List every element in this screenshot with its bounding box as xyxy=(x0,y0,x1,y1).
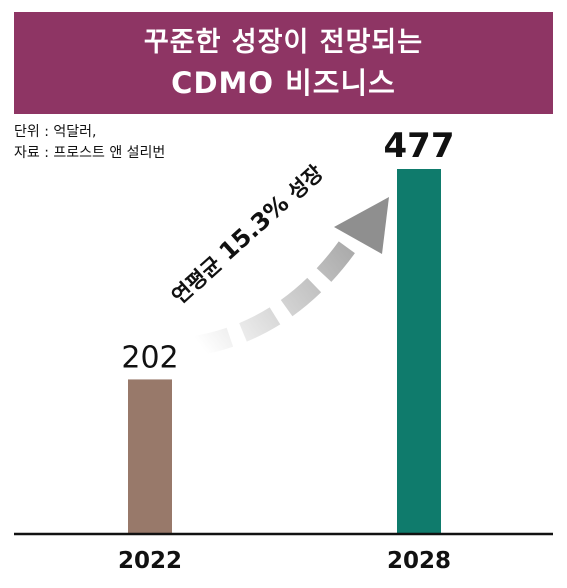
annotation-prefix: 연평균 xyxy=(167,247,232,309)
bar-2028 xyxy=(397,169,441,534)
x-tick-label-2022: 2022 xyxy=(118,548,182,574)
value-label-2022: 202 xyxy=(121,340,178,375)
title-banner: 꾸준한 성장이 전망되는 CDMO 비즈니스 xyxy=(14,12,553,114)
unit-note: 단위 : 억달러, xyxy=(14,124,97,140)
x-tick-label-2028: 2028 xyxy=(387,548,451,574)
chart-notes: 단위 : 억달러, 자료 : 프로스트 앤 설리번 xyxy=(14,122,165,164)
title-line-2: CDMO 비즈니스 xyxy=(171,66,396,100)
title-line-1: 꾸준한 성장이 전망되는 xyxy=(143,27,424,58)
source-note: 자료 : 프로스트 앤 설리번 xyxy=(14,145,166,161)
value-label-2028: 477 xyxy=(384,126,455,166)
growth-arrow xyxy=(193,197,389,356)
annotation-rate: 15.3% xyxy=(214,189,295,266)
bar-2022 xyxy=(128,379,172,534)
